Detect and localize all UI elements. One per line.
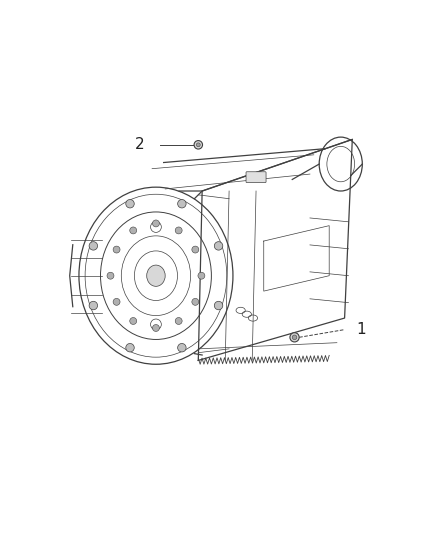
Ellipse shape — [194, 141, 202, 149]
Ellipse shape — [192, 298, 199, 305]
Ellipse shape — [130, 227, 137, 234]
Ellipse shape — [178, 199, 186, 208]
Ellipse shape — [214, 241, 223, 250]
Ellipse shape — [152, 325, 159, 332]
Ellipse shape — [89, 301, 98, 310]
Ellipse shape — [175, 318, 182, 325]
Ellipse shape — [178, 343, 186, 352]
Text: 2: 2 — [135, 138, 145, 152]
Ellipse shape — [126, 199, 134, 208]
Ellipse shape — [198, 272, 205, 279]
Ellipse shape — [89, 241, 98, 250]
Ellipse shape — [113, 298, 120, 305]
Ellipse shape — [107, 272, 114, 279]
Ellipse shape — [214, 301, 223, 310]
Ellipse shape — [113, 246, 120, 253]
Text: 1: 1 — [356, 322, 366, 337]
Ellipse shape — [152, 220, 159, 227]
Ellipse shape — [290, 333, 299, 342]
Ellipse shape — [192, 246, 199, 253]
Ellipse shape — [292, 335, 297, 340]
Ellipse shape — [175, 227, 182, 234]
Ellipse shape — [126, 343, 134, 352]
Ellipse shape — [147, 265, 165, 286]
FancyBboxPatch shape — [246, 172, 266, 182]
Ellipse shape — [196, 143, 200, 147]
Ellipse shape — [130, 318, 137, 325]
